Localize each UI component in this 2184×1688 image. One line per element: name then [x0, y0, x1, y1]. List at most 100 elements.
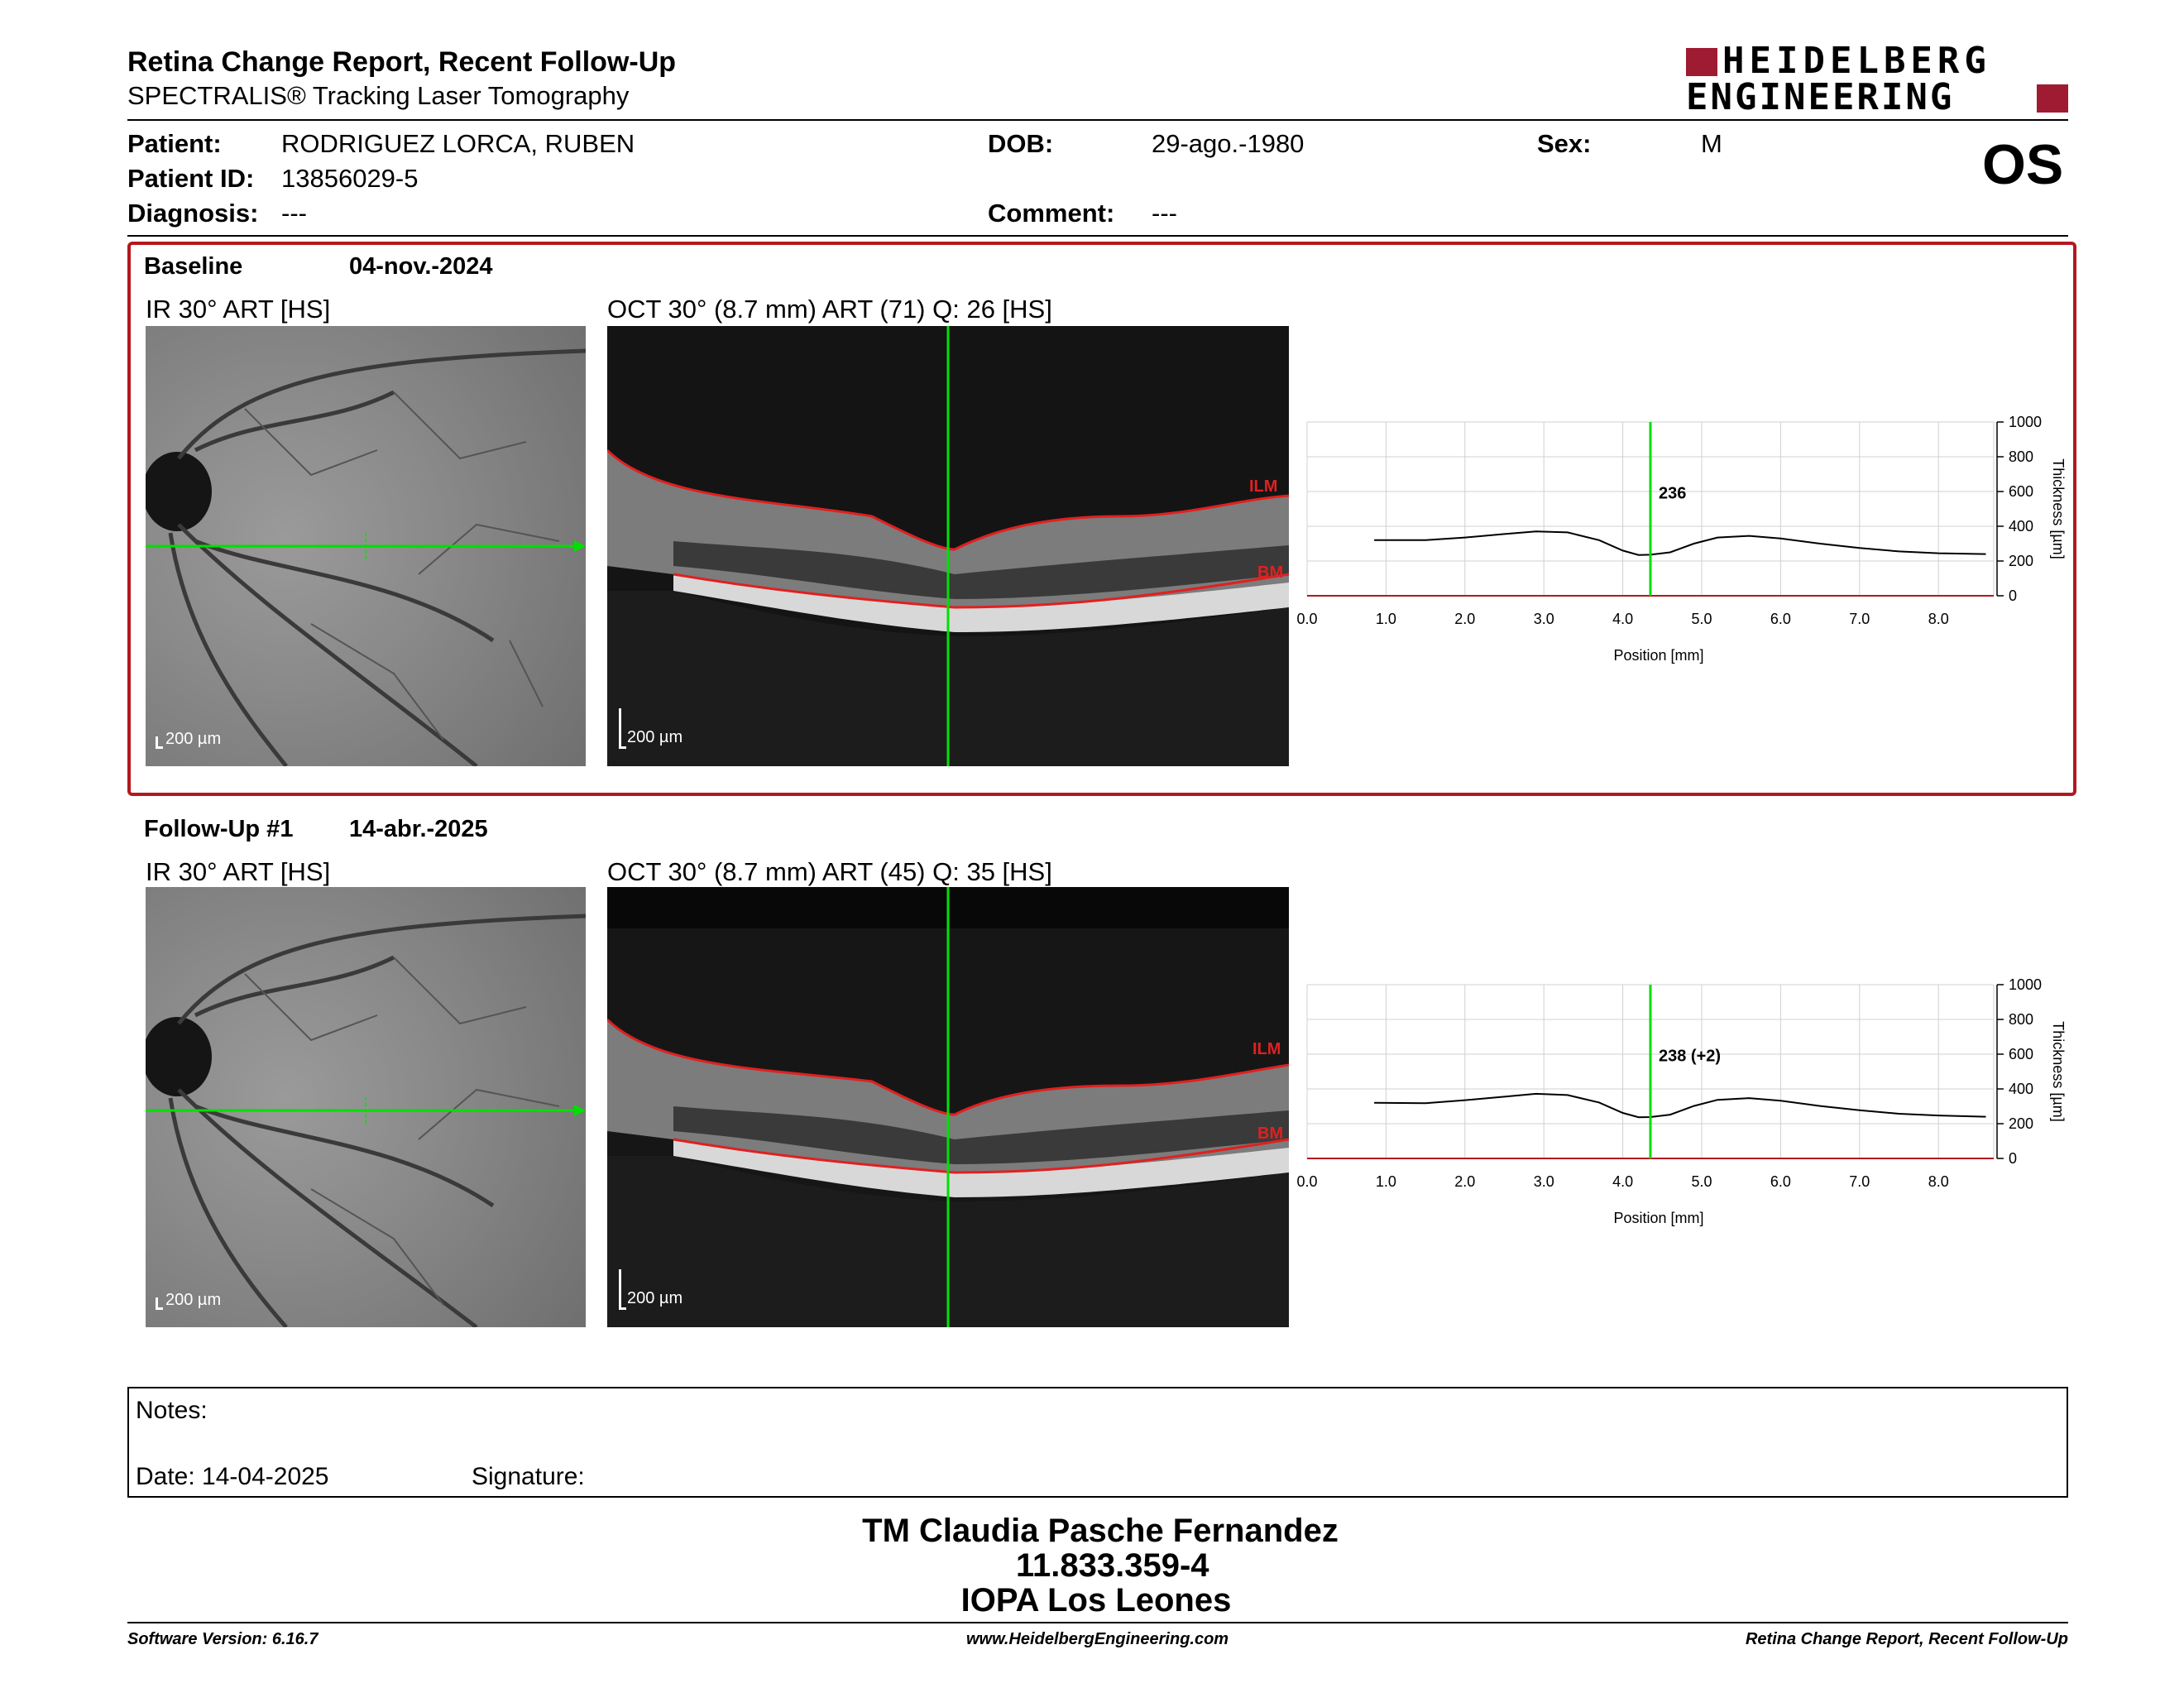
x-tick-label: 6.0	[1770, 1173, 1791, 1190]
patient-name: RODRIGUEZ LORCA, RUBEN	[281, 129, 635, 158]
y-tick-label: 600	[2009, 1046, 2033, 1062]
ir-scale-bar	[156, 1297, 163, 1310]
x-axis-label: Position [mm]	[1613, 1210, 1703, 1226]
logo-square-bottom	[2037, 84, 2068, 113]
followup-ir-title: IR 30° ART [HS]	[146, 857, 331, 886]
y-tick-label: 0	[2009, 587, 2017, 604]
thickness-series-line	[1374, 1092, 1986, 1119]
x-tick-label: 7.0	[1849, 611, 1870, 627]
footer-software-version: Software Version: 6.16.7	[127, 1630, 318, 1648]
patient-id-label: Patient ID:	[127, 164, 255, 193]
baseline-ir-title: IR 30° ART [HS]	[146, 295, 331, 324]
y-axis-label: Thickness [µm]	[2050, 1021, 2067, 1121]
followup-ir-fundus-image: 200 µm	[146, 887, 586, 1327]
logo-line-1: HEIDELBERG	[1722, 40, 1991, 82]
followup-oct-bscan-image: ILM BM 200 µm	[607, 887, 1289, 1327]
oct-scale-bar	[619, 1269, 626, 1310]
baseline-label: Baseline	[144, 253, 243, 280]
y-tick-label: 800	[2009, 1011, 2033, 1028]
x-tick-label: 3.0	[1534, 1173, 1554, 1190]
comment-value: ---	[1152, 199, 1177, 228]
x-tick-label: 2.0	[1454, 611, 1475, 627]
patient-label: Patient:	[127, 129, 222, 158]
diagnosis-value: ---	[281, 199, 307, 228]
x-tick-label: 3.0	[1534, 611, 1554, 627]
baseline-oct-title: OCT 30° (8.7 mm) ART (71) Q: 26 [HS]	[607, 295, 1052, 324]
diagnosis-label: Diagnosis:	[127, 199, 259, 228]
dob-value: 29-ago.-1980	[1152, 129, 1305, 158]
logo-line-2: ENGINEERING	[1686, 76, 1955, 118]
thickness-series-line	[1374, 530, 1986, 556]
signature-label: Signature:	[472, 1463, 585, 1490]
footer-report-name: Retina Change Report, Recent Follow-Up	[1745, 1630, 2068, 1648]
x-tick-label: 1.0	[1376, 611, 1396, 627]
notes-label: Notes:	[136, 1397, 208, 1424]
ir-scale-bar	[156, 736, 163, 749]
notes-date: Date: 14-04-2025	[136, 1463, 329, 1490]
marker-value-label: 238 (+2)	[1659, 1047, 1721, 1065]
footer-divider	[127, 1622, 2068, 1623]
heidelberg-logo: HEIDELBERG ENGINEERING	[1686, 40, 2068, 118]
y-tick-label: 1000	[2009, 976, 2042, 993]
oct-scale-label: 200 µm	[627, 1289, 683, 1307]
footer-website[interactable]: www.HeidelbergEngineering.com	[966, 1630, 1229, 1648]
stamp-institution: IOPA Los Leones	[960, 1582, 1232, 1618]
followup-label: Follow-Up #1	[144, 816, 294, 842]
y-tick-label: 600	[2009, 483, 2033, 500]
x-tick-label: 8.0	[1928, 611, 1949, 627]
y-tick-label: 0	[2009, 1150, 2017, 1167]
x-tick-label: 8.0	[1928, 1173, 1949, 1190]
report-subtitle: SPECTRALIS® Tracking Laser Tomography	[127, 81, 630, 110]
baseline-date: 04-nov.-2024	[349, 253, 493, 280]
y-tick-label: 400	[2009, 518, 2033, 535]
ir-scale-label: 200 µm	[165, 1291, 222, 1309]
ir-scale-label: 200 µm	[165, 730, 222, 748]
fundus-vessels	[146, 914, 586, 1327]
baseline-thickness-chart: 0.0 1.0 2.0 3.0 4.0 5.0 6.0 7.0 8.0 0 200 400 600 800…	[1296, 414, 2067, 664]
oct-scale-label: 200 µm	[627, 728, 683, 746]
stamp-name: TM Claudia Pasche Fernandez	[862, 1513, 1339, 1549]
x-tick-label: 0.0	[1296, 1173, 1317, 1190]
x-tick-label: 6.0	[1770, 611, 1791, 627]
y-tick-label: 200	[2009, 553, 2033, 569]
report-title: Retina Change Report, Recent Follow-Up	[127, 46, 677, 78]
dob-label: DOB:	[988, 129, 1054, 158]
x-tick-label: 5.0	[1691, 611, 1712, 627]
baseline-section	[127, 242, 2076, 796]
marker-value-label: 236	[1659, 484, 1686, 502]
ilm-label: ILM	[1252, 1040, 1281, 1058]
oct-bscan: ILM BM	[607, 326, 1289, 766]
ilm-label: ILM	[1249, 477, 1277, 496]
x-tick-label: 1.0	[1376, 1173, 1396, 1190]
x-tick-label: 4.0	[1612, 611, 1633, 627]
sex-label: Sex:	[1537, 129, 1592, 158]
bm-label: BM	[1257, 1125, 1283, 1143]
header-divider	[127, 119, 2068, 121]
y-tick-label: 400	[2009, 1081, 2033, 1097]
fundus-vessels	[146, 348, 586, 766]
x-tick-label: 0.0	[1296, 611, 1317, 627]
y-tick-label: 1000	[2009, 414, 2042, 430]
oct-bscan: ILM BM	[607, 887, 1289, 1327]
y-tick-label: 800	[2009, 448, 2033, 465]
logo-square-top	[1686, 48, 1717, 76]
sex-value: M	[1701, 129, 1722, 158]
stamp-id: 11.833.359-4	[1016, 1547, 1209, 1584]
patient-divider	[127, 235, 2068, 237]
y-axis-label: Thickness [µm]	[2050, 458, 2067, 559]
notes-box[interactable]: Notes: Date: 14-04-2025 Signature:	[127, 1387, 2068, 1498]
baseline-ir-fundus-image: 200 µm	[146, 326, 586, 766]
eye-indicator: OS	[1982, 133, 2064, 196]
followup-oct-title: OCT 30° (8.7 mm) ART (45) Q: 35 [HS]	[607, 857, 1052, 886]
x-tick-label: 4.0	[1612, 1173, 1633, 1190]
y-tick-label: 200	[2009, 1115, 2033, 1132]
x-axis-label: Position [mm]	[1613, 647, 1703, 664]
x-tick-label: 2.0	[1454, 1173, 1475, 1190]
followup-date: 14-abr.-2025	[349, 816, 488, 842]
followup-thickness-chart: 0.0 1.0 2.0 3.0 4.0 5.0 6.0 7.0 8.0 0 200 400 600 800…	[1296, 976, 2067, 1226]
x-tick-label: 7.0	[1849, 1173, 1870, 1190]
bm-label: BM	[1257, 563, 1283, 582]
patient-id: 13856029-5	[281, 164, 419, 193]
x-tick-label: 5.0	[1691, 1173, 1712, 1190]
baseline-oct-bscan-image: ILM BM 200 µm	[607, 326, 1289, 766]
